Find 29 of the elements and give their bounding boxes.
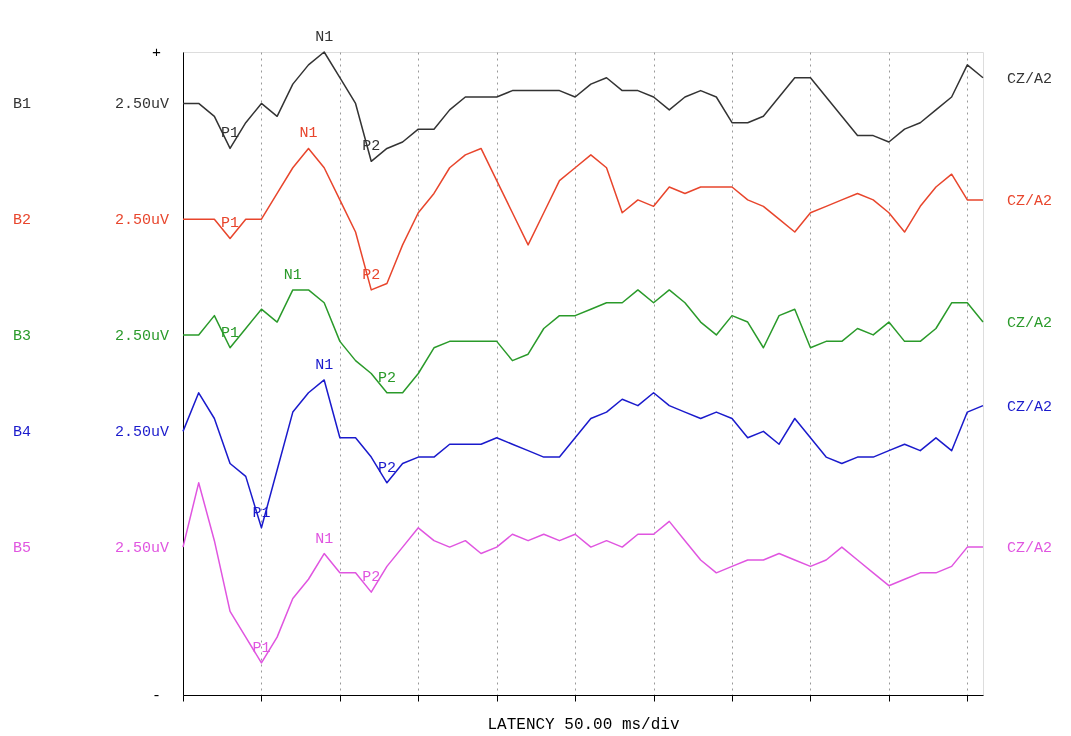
text: + bbox=[151, 45, 161, 62]
text: B1 bbox=[13, 96, 32, 114]
annotation: P1 bbox=[221, 215, 240, 233]
x-axis-title: LATENCY 50.00 ms/div bbox=[487, 715, 680, 734]
text: CZ/A2 bbox=[1007, 398, 1053, 416]
annotation: P2 bbox=[362, 569, 381, 587]
text: 2.50uV bbox=[114, 327, 169, 345]
annotation: P2 bbox=[377, 369, 396, 387]
annotation: N1 bbox=[299, 125, 318, 143]
text: 2.50uV bbox=[114, 212, 169, 230]
text: B2 bbox=[13, 212, 32, 230]
annotation: P1 bbox=[252, 639, 271, 657]
text: B3 bbox=[13, 327, 32, 345]
text: 2.50uV bbox=[114, 424, 169, 442]
annotation: N1 bbox=[315, 530, 334, 548]
text: B4 bbox=[13, 424, 32, 442]
text: CZ/A2 bbox=[1007, 192, 1053, 210]
annotation: N1 bbox=[283, 266, 302, 284]
annotation: P2 bbox=[377, 459, 396, 477]
annotation: N1 bbox=[315, 356, 334, 374]
text: B5 bbox=[13, 540, 32, 558]
text: - bbox=[151, 688, 161, 705]
text: CZ/A2 bbox=[1007, 540, 1053, 558]
text: 2.50uV bbox=[114, 540, 169, 558]
text: N1 bbox=[315, 29, 334, 46]
annotation: P1 bbox=[221, 324, 240, 342]
text: 2.50uV bbox=[114, 96, 169, 114]
text: CZ/A2 bbox=[1007, 315, 1053, 333]
text: CZ/A2 bbox=[1007, 70, 1053, 88]
